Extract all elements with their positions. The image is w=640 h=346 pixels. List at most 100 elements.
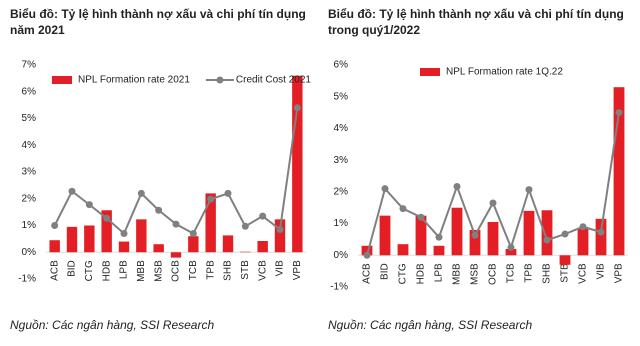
y-tick-label: 5% bbox=[22, 113, 37, 124]
y-tick-label: 4% bbox=[22, 140, 37, 151]
legend-label: NPL Formation rate 2021 bbox=[78, 75, 190, 86]
legend-label: Credit Cost 2021 bbox=[236, 75, 311, 86]
bar bbox=[469, 229, 481, 256]
bar bbox=[66, 226, 78, 253]
y-tick-label: 7% bbox=[22, 60, 37, 71]
bar bbox=[274, 219, 286, 253]
point bbox=[259, 212, 267, 220]
legend-swatch bbox=[52, 76, 72, 84]
bar bbox=[487, 221, 499, 256]
point bbox=[120, 230, 128, 238]
bar bbox=[577, 228, 589, 256]
bar bbox=[451, 207, 463, 256]
bar bbox=[170, 252, 182, 258]
x-tick-label: MSB bbox=[470, 263, 481, 285]
point bbox=[417, 213, 425, 221]
bar bbox=[379, 215, 391, 256]
x-tick-label: MSB bbox=[153, 260, 164, 282]
chart-title: Biểu đồ: Tỷ lệ hình thành nợ xấu và chi … bbox=[10, 7, 306, 37]
x-tick-label: CTG bbox=[84, 260, 95, 281]
bar bbox=[292, 75, 303, 253]
y-tick-label: 6% bbox=[22, 86, 37, 97]
bar bbox=[505, 248, 517, 256]
point bbox=[507, 243, 515, 251]
bar bbox=[49, 240, 60, 253]
bar bbox=[541, 210, 553, 256]
bar bbox=[222, 235, 234, 253]
point bbox=[399, 205, 407, 213]
chart: -1% 0% 1% 2% 3% 4% 5% 6% ACB BID CTG HDB LPB MBB MSB OC… bbox=[330, 60, 628, 293]
point bbox=[363, 251, 371, 259]
point bbox=[68, 187, 76, 195]
source: Nguồn: Các ngân hàng, SSI Research bbox=[10, 318, 215, 332]
x-tick-label: LPB bbox=[119, 260, 130, 279]
x-tick-label: LPB bbox=[434, 263, 445, 282]
y-tick-label: 2% bbox=[334, 186, 349, 197]
point bbox=[381, 185, 389, 193]
bar bbox=[257, 241, 268, 253]
y-tick-label: 0% bbox=[334, 250, 349, 261]
point bbox=[579, 223, 587, 231]
x-tick-label: STB bbox=[240, 260, 251, 280]
x-tick-label: ACB bbox=[362, 263, 373, 284]
y-tick-label: 1% bbox=[22, 220, 37, 231]
x-tick-label: BID bbox=[380, 263, 391, 280]
point bbox=[155, 206, 163, 214]
y-tick-label: 3% bbox=[334, 155, 349, 166]
point bbox=[597, 228, 605, 236]
legend-label: NPL Formation rate 1Q.22 bbox=[446, 67, 563, 78]
x-tick-label: MBB bbox=[136, 260, 147, 282]
point bbox=[103, 214, 111, 222]
y-tick-label: -1% bbox=[330, 282, 348, 293]
bar bbox=[397, 244, 409, 256]
y-tick-label: 5% bbox=[334, 91, 349, 102]
legend-swatch bbox=[420, 68, 440, 76]
y-tick-label: 1% bbox=[334, 218, 349, 229]
bar bbox=[523, 210, 535, 256]
bar bbox=[136, 219, 147, 253]
chart: -1% 0% 1% 2% 3% 4% 5% 6% 7% ACB BID CTG HDB LPB MBB MSB… bbox=[18, 60, 311, 285]
x-tick-label: MBB bbox=[452, 263, 463, 285]
point bbox=[471, 231, 479, 239]
x-tick-label: BID bbox=[67, 260, 78, 277]
point bbox=[525, 186, 533, 194]
chart-title: Biểu đồ: Tỷ lệ hình thành nợ xấu và chi … bbox=[328, 7, 624, 37]
point bbox=[207, 195, 215, 203]
source: Nguồn: Các ngân hàng, SSI Research bbox=[328, 318, 533, 332]
x-tick-label: CTG bbox=[398, 263, 409, 284]
point bbox=[137, 189, 145, 197]
x-tick-label: SHB bbox=[542, 263, 553, 284]
point bbox=[561, 230, 569, 238]
x-tick-label: TCB bbox=[188, 260, 199, 280]
point bbox=[615, 109, 623, 117]
point bbox=[172, 220, 180, 228]
x-tick-label: VPB bbox=[614, 263, 625, 283]
x-tick-label: TPB bbox=[205, 260, 216, 280]
bar bbox=[153, 244, 164, 253]
bar bbox=[433, 245, 445, 256]
bar bbox=[559, 255, 571, 265]
x-tick-label: ACB bbox=[49, 260, 60, 281]
x-tick-label: VIB bbox=[596, 263, 607, 279]
bar bbox=[613, 87, 625, 256]
bar bbox=[188, 236, 199, 253]
bar bbox=[361, 245, 373, 256]
point bbox=[85, 201, 93, 209]
bar bbox=[415, 215, 427, 256]
x-tick-label: OCB bbox=[171, 260, 182, 282]
y-tick-label: 0% bbox=[22, 247, 37, 258]
x-tick-label: VCB bbox=[257, 260, 268, 281]
y-tick-label: 4% bbox=[334, 123, 349, 134]
point bbox=[453, 182, 461, 190]
x-tick-label: STB bbox=[560, 263, 571, 283]
point bbox=[189, 230, 197, 238]
point bbox=[543, 236, 551, 244]
point bbox=[435, 233, 443, 241]
bar bbox=[84, 225, 95, 253]
x-tick-label: HDB bbox=[416, 263, 427, 284]
x-tick-label: VPB bbox=[292, 260, 303, 280]
y-tick-label: -1% bbox=[18, 274, 36, 285]
y-tick-label: 6% bbox=[334, 60, 349, 71]
bar bbox=[118, 241, 130, 253]
